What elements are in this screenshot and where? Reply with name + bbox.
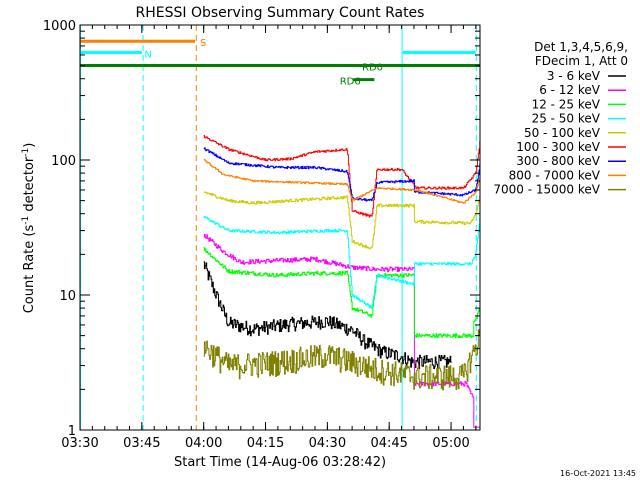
x-tick-label: 05:00 (432, 436, 469, 451)
series-line (203, 147, 481, 202)
plot-frame (79, 24, 481, 431)
legend-label: 50 - 100 keV (524, 126, 601, 140)
mode-bar-label: RD0 (362, 63, 383, 74)
legend: Det 1,3,4,5,6,9, FDecim 1, Att 0 3 - 6 k… (493, 40, 628, 197)
series-line (203, 329, 481, 391)
series-line (203, 247, 481, 339)
y-tick-label: 10 (59, 289, 76, 304)
series-line (203, 135, 481, 218)
series-line (203, 261, 452, 370)
x-tick-label: 04:00 (185, 436, 222, 451)
legend-label: 3 - 6 keV (547, 69, 601, 83)
legend-label: 12 - 25 keV (532, 97, 601, 111)
x-tick-label: 03:45 (123, 436, 160, 451)
series-line (203, 158, 481, 204)
series-line (203, 215, 481, 309)
legend-header-line2: FDecim 1, Att 0 (535, 54, 628, 68)
y-tick-label: 1000 (43, 19, 76, 34)
series-line (203, 191, 481, 250)
footer-timestamp: 16-Oct-2021 13:45 (560, 469, 636, 478)
mode-bar-label: S (200, 38, 206, 49)
mode-bar-label: RD6 (340, 77, 361, 88)
y-tick-label: 1 (68, 424, 76, 439)
legend-header-line1: Det 1,3,4,5,6,9, (534, 40, 628, 54)
mode-bar-label: N (144, 50, 151, 61)
legend-label: 6 - 12 keV (539, 83, 601, 97)
chart-title: RHESSI Observing Summary Count Rates (136, 5, 425, 21)
axes-group: 03:30 03:45 04:00 04:15 04:30 04:45 05:00 1 10 10… (43, 19, 480, 451)
x-tick-label: 04:30 (309, 436, 346, 451)
legend-label: 25 - 50 keV (532, 112, 601, 126)
x-tick-label: 03:30 (61, 436, 98, 451)
x-tick-label: 04:15 (247, 436, 284, 451)
x-axis-title: Start Time (14-Aug-06 03:28:42) (174, 455, 386, 470)
y-axis-title: Count Rate (s-1 detector-1) (21, 143, 37, 314)
legend-label: 7000 - 15000 keV (493, 183, 600, 197)
y-tick-label: 100 (51, 154, 76, 169)
series-line (203, 234, 481, 428)
x-tick-label: 04:45 (370, 436, 407, 451)
legend-label: 300 - 800 keV (516, 154, 600, 168)
series-group (203, 135, 481, 428)
legend-label: 100 - 300 keV (516, 140, 600, 154)
legend-label: 800 - 7000 keV (509, 168, 601, 182)
